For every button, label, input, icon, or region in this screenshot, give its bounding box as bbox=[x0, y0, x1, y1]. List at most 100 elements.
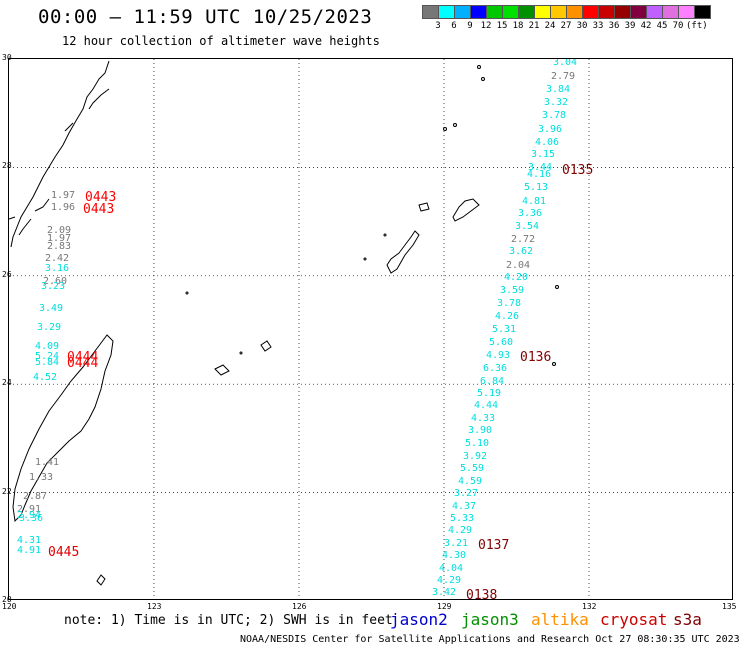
pass-number-label: 0443 bbox=[85, 190, 116, 205]
wave-height-value: 3.90 bbox=[468, 425, 492, 436]
color-scale-label: 21 bbox=[528, 21, 540, 31]
map-frame: 1.97 1.96 2.09 1.97 2.83 2.42 2.60 1.41 1.33 2.87… bbox=[8, 57, 734, 603]
wave-height-value: 3.23 bbox=[41, 281, 65, 292]
color-swatch-8 bbox=[550, 5, 567, 19]
wave-height-value: 4.26 bbox=[495, 311, 519, 322]
wave-height-value: 4.91 bbox=[17, 545, 41, 556]
wave-height-value: 6.84 bbox=[480, 376, 504, 387]
pass-number-label: 0444 bbox=[67, 356, 98, 371]
wave-height-value: 2.09 bbox=[47, 225, 71, 236]
satellite-cryosat: cryosat bbox=[600, 610, 668, 629]
wave-height-value: 3.42 bbox=[432, 587, 456, 598]
wave-height-value: 2.79 bbox=[551, 71, 575, 82]
wave-height-value: 4.04 bbox=[439, 563, 463, 574]
wave-height-value: 4.52 bbox=[33, 372, 57, 383]
wave-height-value: 3.92 bbox=[463, 451, 487, 462]
wave-height-value: 3.78 bbox=[497, 298, 521, 309]
wave-height-value: 4.06 bbox=[535, 137, 559, 148]
wave-height-value: 3.15 bbox=[531, 149, 555, 160]
color-scale-label: 45 bbox=[656, 21, 668, 31]
ishigaki-island bbox=[214, 364, 230, 376]
wave-height-tracks: 1.971.962.091.972.832.422.601.411.332.87… bbox=[17, 57, 577, 598]
longitude-label: 120 bbox=[2, 602, 17, 611]
china-coast bbox=[8, 60, 110, 248]
wave-height-value: 4.09 bbox=[35, 341, 59, 352]
taiwan-coast bbox=[12, 334, 114, 523]
wave-height-value: 4.44 bbox=[474, 400, 498, 411]
miyako-island bbox=[260, 340, 272, 352]
longitude-label: 126 bbox=[292, 602, 307, 611]
color-swatch-9 bbox=[566, 5, 583, 19]
pass-number-label: 0137 bbox=[478, 538, 509, 553]
color-swatch-15 bbox=[662, 5, 679, 19]
wave-height-value: 1.41 bbox=[35, 457, 59, 468]
color-scale-label: 30 bbox=[576, 21, 588, 31]
wave-height-value: 5.19 bbox=[477, 388, 501, 399]
latitude-label: 28 bbox=[2, 161, 12, 171]
wave-height-value: 4.81 bbox=[522, 196, 546, 207]
latitude-label: 24 bbox=[2, 378, 12, 388]
satellite-s3a: s3a bbox=[673, 610, 702, 629]
lat-lon-grid bbox=[9, 59, 734, 601]
longitude-label: 132 bbox=[582, 602, 597, 611]
color-swatch-3 bbox=[470, 5, 487, 19]
wave-height-value: 5.59 bbox=[460, 463, 484, 474]
color-scale-label: 6 bbox=[451, 21, 457, 31]
yonaguni-island bbox=[96, 574, 106, 586]
color-swatch-10 bbox=[582, 5, 599, 19]
wave-height-value: 3.62 bbox=[509, 246, 533, 257]
credit-line: NOAA/NESDIS Center for Satellite Applica… bbox=[240, 634, 740, 645]
wave-height-value: 3.44 bbox=[528, 162, 552, 173]
wave-height-value: 3.21 bbox=[444, 538, 468, 549]
okinawa-island bbox=[386, 230, 420, 274]
wave-height-value: 3.49 bbox=[39, 303, 63, 314]
color-scale-bar bbox=[422, 5, 711, 19]
wave-height-value: 4.29 bbox=[437, 575, 461, 586]
wave-height-value: 4.37 bbox=[452, 501, 476, 512]
pass-number-label: 0445 bbox=[48, 545, 79, 560]
wave-height-value: 5.33 bbox=[450, 513, 474, 524]
color-swatch-17 bbox=[694, 5, 711, 19]
map-canvas: 1.971.962.091.972.832.422.601.411.332.87… bbox=[8, 57, 734, 603]
wave-height-value: 5.10 bbox=[465, 438, 489, 449]
wave-height-value: 3.96 bbox=[538, 124, 562, 135]
wave-height-value: 5.60 bbox=[489, 337, 513, 348]
color-scale-label: 36 bbox=[608, 21, 620, 31]
wave-height-value: 2.83 bbox=[47, 241, 71, 252]
pass-number-label: 0443 bbox=[83, 202, 114, 217]
wave-height-value: 2.87 bbox=[23, 491, 47, 502]
wave-height-value: 1.97 bbox=[47, 233, 71, 244]
wave-height-value: 3.84 bbox=[546, 84, 570, 95]
color-scale-labels: 3 6 9 12 15 18 21 24 27 30 33 36 39 42 45 70 (ft) bbox=[422, 21, 740, 33]
color-swatch-14 bbox=[646, 5, 663, 19]
wave-height-value: 3.32 bbox=[544, 97, 568, 108]
color-swatch-1 bbox=[438, 5, 455, 19]
wave-height-value: 3.16 bbox=[45, 263, 69, 274]
wave-height-value: 1.33 bbox=[29, 472, 53, 483]
latitude-label: 26 bbox=[2, 269, 12, 279]
wave-height-value: 3.27 bbox=[454, 488, 478, 499]
color-scale-label: 33 bbox=[592, 21, 604, 31]
wave-height-value: 4.33 bbox=[471, 413, 495, 424]
longitude-label: 123 bbox=[147, 602, 162, 611]
color-scale-label: 27 bbox=[560, 21, 572, 31]
wave-height-value: 4.30 bbox=[442, 550, 466, 561]
wave-height-value: 2.94 bbox=[17, 510, 41, 521]
longitude-label: 129 bbox=[437, 602, 452, 611]
color-swatch-13 bbox=[630, 5, 647, 19]
wave-height-value: 4.31 bbox=[17, 535, 41, 546]
color-scale-label: (ft) bbox=[686, 21, 708, 31]
wave-height-value: 1.96 bbox=[51, 202, 75, 213]
coastlines bbox=[8, 60, 559, 586]
color-scale-label: 42 bbox=[640, 21, 652, 31]
wave-height-value: 4.29 bbox=[448, 525, 472, 536]
color-scale-label: 24 bbox=[544, 21, 556, 31]
wave-height-value: 5.31 bbox=[492, 324, 516, 335]
color-scale-label: 3 bbox=[435, 21, 441, 31]
amami-island bbox=[452, 198, 480, 222]
wave-height-value: 6.36 bbox=[483, 363, 507, 374]
wave-height-value: 4.59 bbox=[458, 476, 482, 487]
color-swatch-16 bbox=[678, 5, 695, 19]
page-title: 00:00 – 11:59 UTC 10/25/2023 bbox=[38, 6, 373, 28]
